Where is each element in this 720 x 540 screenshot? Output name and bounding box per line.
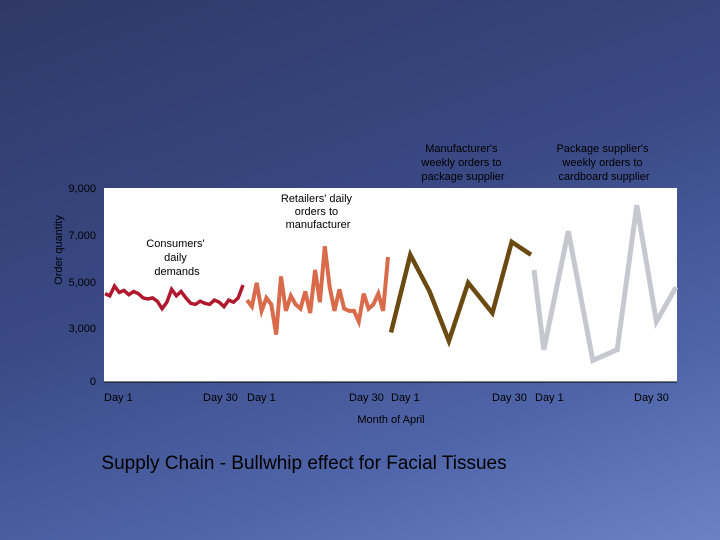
y-axis-label: Order quantity [53,215,65,285]
y-tick-3000: 3,000 [68,323,96,335]
panel4-end-label: Day 30 [634,392,669,404]
panel3-start-label: Day 1 [391,392,420,404]
x-axis-label: Month of April [357,414,424,426]
y-tick-5000: 5,000 [68,277,96,289]
panel1-end-label: Day 30 [203,392,238,404]
chart-title: Supply Chain - Bullwhip effect for Facia… [101,453,506,474]
annotation-retailers: Retailers' daily orders to manufacturer [281,193,355,231]
annotation-package-supplier: Package supplier's weekly orders to card… [556,143,651,183]
plot-area [104,188,677,382]
y-tick-7000: 7,000 [68,230,96,242]
annotation-consumers: Consumers' daily demands [146,238,207,278]
y-tick-9000: 9,000 [68,183,96,195]
series-line-manufacturer [388,238,533,348]
y-tick-labels: 0 3,000 5,000 7,000 9,000 [68,183,96,388]
y-tick-0: 0 [90,376,96,388]
x-tick-labels: Day 1 Day 30 Day 1 Day 30 Day 1 Day 30 D… [104,392,669,404]
series-line-consumers [104,282,245,312]
panel4-start-label: Day 1 [535,392,564,404]
annotation-manufacturer: Manufacturer's weekly orders to package … [420,143,504,183]
series-line-retailers [245,245,390,335]
panel2-end-label: Day 30 [349,392,384,404]
series-line-package-supplier [531,204,679,364]
panel1-start-label: Day 1 [104,392,133,404]
panel3-end-label: Day 30 [492,392,527,404]
panel2-start-label: Day 1 [247,392,276,404]
series-layer [104,204,679,364]
